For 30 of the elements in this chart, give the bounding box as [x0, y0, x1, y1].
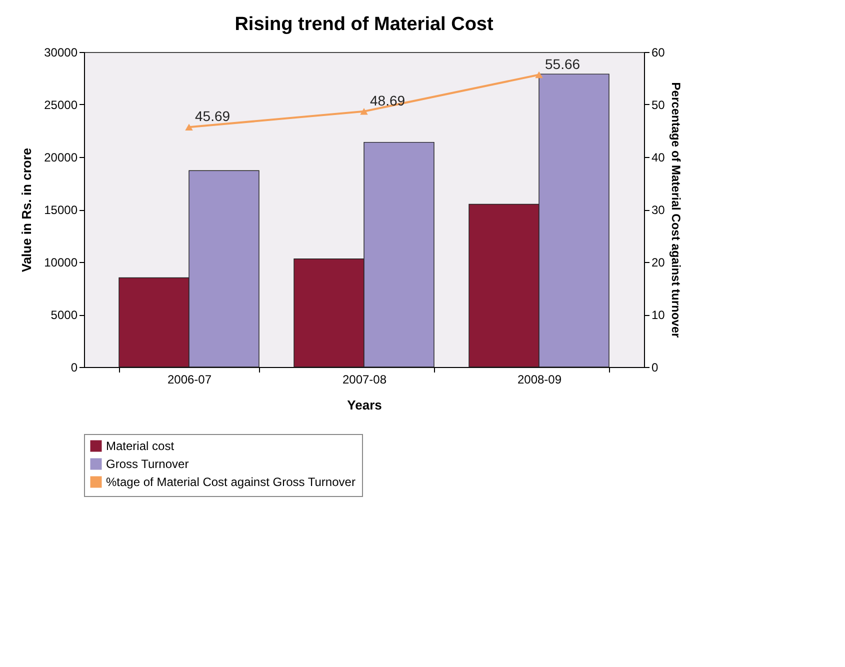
- legend-label: %tage of Material Cost against Gross Turnover: [106, 475, 356, 489]
- data-label: 48.69: [370, 92, 406, 108]
- chart-title: Rising trend of Material Cost: [234, 14, 494, 35]
- data-label: 55.66: [545, 56, 580, 72]
- data-label: 45.69: [195, 108, 230, 124]
- x-tick-label: 2008-09: [517, 372, 562, 386]
- y-tick-label: 20000: [44, 150, 78, 164]
- y2-tick-label: 60: [652, 46, 666, 60]
- y-tick-label: 30000: [44, 46, 78, 60]
- point: [535, 71, 543, 78]
- legend-label: Material cost: [106, 439, 175, 453]
- y-tick-label: 10000: [44, 256, 78, 270]
- point: [185, 124, 193, 130]
- y-tick-label: 25000: [44, 98, 78, 112]
- x-tick-label: 2007-08: [342, 372, 387, 386]
- y2-tick-label: 20: [652, 256, 666, 270]
- y-tick-label: 15000: [44, 203, 78, 217]
- y2-tick-label: 40: [652, 150, 666, 164]
- y-axis-title: Value in Rs. in crore: [19, 148, 34, 272]
- legend-label: Gross Turnover: [106, 457, 189, 471]
- y-tick-label: 5000: [50, 308, 78, 322]
- x-axis-title: Years: [347, 398, 382, 412]
- y-tick-label: 0: [70, 360, 78, 374]
- y2-tick-label: 30: [652, 203, 666, 217]
- y2-axis-title: Percentage of Material Cost against turnover: [668, 82, 683, 338]
- y2-tick-label: 0: [652, 360, 658, 374]
- y2-tick-label: 50: [652, 98, 666, 112]
- y2-tick-label: 10: [652, 308, 666, 322]
- point: [360, 108, 368, 115]
- x-tick-label: 2006-07: [167, 372, 212, 386]
